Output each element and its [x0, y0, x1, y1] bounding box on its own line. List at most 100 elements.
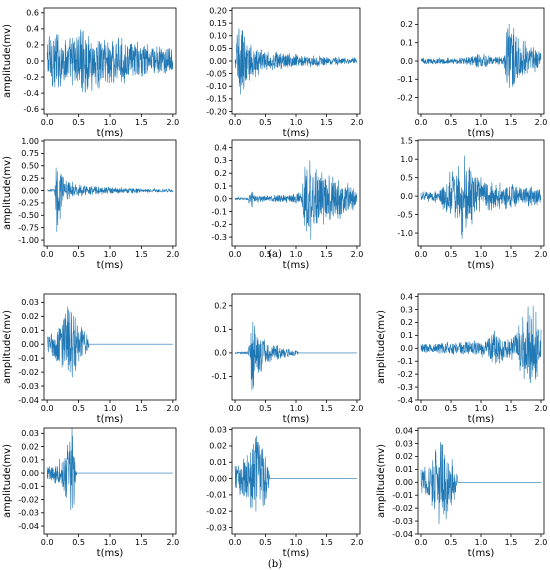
- y-tick-label: -0.6: [23, 105, 39, 114]
- y-tick-label: -0.02: [18, 368, 39, 377]
- y-tick-label: 0.02: [21, 442, 39, 451]
- y-tick-label: -0.2: [211, 220, 227, 229]
- chart-panel: 0.0 0.5 1.0 1.5 2.0 -1.0 -0.5 0.0 0.5 1.0 1.5 t(ms): [397, 137, 547, 271]
- x-tick-label: 1.5: [135, 250, 148, 259]
- x-tick-label: 0.0: [415, 538, 428, 547]
- x-tick-label: 0.0: [229, 118, 242, 127]
- y-tick-label: 0.02: [395, 452, 413, 461]
- y-tick-label: 0.2: [214, 169, 227, 178]
- y-tick-label: -0.01: [206, 491, 227, 500]
- x-tick-label: 1.0: [475, 404, 488, 413]
- x-tick-label: 0.0: [41, 538, 54, 547]
- y-tick-label: -0.4: [23, 89, 39, 98]
- series-line: [420, 442, 541, 525]
- y-tick-label: 0.15: [209, 19, 227, 28]
- x-tick-label: 0.5: [259, 250, 272, 259]
- y-tick-label: 0.2: [26, 41, 39, 50]
- x-tick-label: 0.0: [229, 538, 242, 547]
- y-tick-label: 0.00: [21, 469, 39, 478]
- y-tick-label: 0.2: [214, 302, 227, 311]
- x-tick-label: 1.5: [320, 118, 333, 127]
- chart-panel: 0.0 0.5 1.0 1.5 2.0 -0.04 -0.03 -0.02 -0.01 0.00 0…: [376, 426, 547, 559]
- y-tick-label: -0.1: [211, 372, 227, 381]
- series-line: [420, 305, 542, 384]
- x-tick-label: 1.5: [320, 404, 333, 413]
- y-tick-label: 0.3: [400, 305, 413, 314]
- x-tick-label: 1.0: [104, 250, 117, 259]
- y-tick-label: 0.05: [209, 44, 227, 53]
- y-tick-label: 0.25: [21, 174, 39, 183]
- x-tick-label: 2.0: [535, 250, 548, 259]
- y-axis-label: amplitude(mv): [376, 310, 387, 384]
- y-tick-label: 0.03: [395, 439, 413, 448]
- series-line: [46, 167, 174, 232]
- y-tick-label: -0.2: [397, 93, 413, 102]
- x-tick-label: 1.0: [290, 404, 303, 413]
- y-tick-label: 0.03: [21, 429, 39, 438]
- y-tick-label: -0.75: [18, 223, 39, 232]
- x-axis-label: t(ms): [97, 414, 124, 425]
- x-tick-label: 2.0: [166, 538, 179, 547]
- y-tick-label: -0.03: [392, 517, 413, 526]
- y-tick-label: 0.01: [209, 458, 227, 467]
- y-tick-label: 0.0: [400, 57, 413, 66]
- x-tick-label: 0.5: [259, 118, 272, 127]
- x-axis-label: t(ms): [468, 260, 495, 271]
- y-tick-label: 0.3: [214, 156, 227, 165]
- y-tick-label: -0.2: [397, 370, 413, 379]
- x-tick-label: 1.0: [290, 118, 303, 127]
- x-tick-label: 0.0: [229, 250, 242, 259]
- y-tick-label: 0.0: [214, 349, 227, 358]
- x-tick-label: 1.5: [135, 538, 148, 547]
- x-tick-label: 2.0: [351, 404, 364, 413]
- y-tick-label: 1.0: [400, 155, 413, 164]
- x-tick-label: 1.0: [290, 250, 303, 259]
- x-tick-label: 1.0: [104, 538, 117, 547]
- x-tick-label: 0.0: [415, 118, 428, 127]
- y-tick-label: 0.01: [21, 326, 39, 335]
- y-axis-label: amplitude(mv): [2, 156, 13, 230]
- x-tick-label: 2.0: [535, 118, 548, 127]
- x-tick-label: 1.5: [135, 404, 148, 413]
- x-tick-label: 1.0: [104, 118, 117, 127]
- x-tick-label: 1.0: [290, 538, 303, 547]
- y-tick-label: 0.75: [21, 149, 39, 158]
- x-tick-label: 1.5: [135, 118, 148, 127]
- y-axis-label: amplitude(mv): [376, 444, 387, 518]
- y-axis-label: amplitude(mv): [2, 310, 13, 384]
- chart-panel: 0.0 0.5 1.0 1.5 2.0 -0.1 0.0 0.1 0.2 t(ms): [211, 293, 364, 425]
- y-tick-label: 0.4: [26, 25, 39, 34]
- x-tick-label: 1.5: [505, 118, 518, 127]
- x-tick-label: 2.0: [166, 250, 179, 259]
- x-axis-label: t(ms): [97, 260, 124, 271]
- chart-panel: 0.0 0.5 1.0 1.5 2.0 -0.4 -0.3 -0.2 -0.1 0.0 0.1 0.2…: [376, 292, 547, 425]
- y-tick-label: -0.3: [211, 233, 227, 242]
- y-tick-label: 0.0: [400, 344, 413, 353]
- y-tick-label: -0.01: [18, 354, 39, 363]
- x-tick-label: 0.5: [72, 250, 85, 259]
- x-tick-label: 2.0: [351, 250, 364, 259]
- y-tick-label: 0.2: [400, 318, 413, 327]
- x-tick-label: 0.5: [72, 538, 85, 547]
- y-tick-label: 0.00: [209, 474, 227, 483]
- x-axis-label: t(ms): [283, 414, 310, 425]
- chart-panel: 0.0 0.5 1.0 1.5 2.0 -0.3 -0.2 -0.1 0.0 0.1 0.2 0.3 0…: [211, 139, 364, 271]
- x-axis-label: t(ms): [283, 128, 310, 139]
- y-tick-label: -0.02: [392, 504, 413, 513]
- y-tick-label: -0.04: [18, 522, 39, 531]
- y-tick-label: 0.4: [214, 143, 227, 152]
- y-tick-label: 0.0: [214, 195, 227, 204]
- x-tick-label: 0.5: [445, 538, 458, 547]
- x-tick-label: 1.5: [320, 538, 333, 547]
- x-axis-label: t(ms): [468, 414, 495, 425]
- y-tick-label: -0.1: [397, 357, 413, 366]
- y-tick-label: -0.04: [392, 530, 413, 539]
- y-tick-label: 0.03: [209, 425, 227, 434]
- x-tick-label: 0.5: [259, 404, 272, 413]
- y-axis-label: amplitude(mv): [2, 24, 13, 98]
- y-tick-label: 0.1: [214, 182, 227, 191]
- y-tick-label: -0.03: [206, 523, 227, 532]
- y-tick-label: 0.1: [400, 39, 413, 48]
- y-tick-label: -0.05: [206, 69, 227, 78]
- y-tick-label: -0.1: [397, 75, 413, 84]
